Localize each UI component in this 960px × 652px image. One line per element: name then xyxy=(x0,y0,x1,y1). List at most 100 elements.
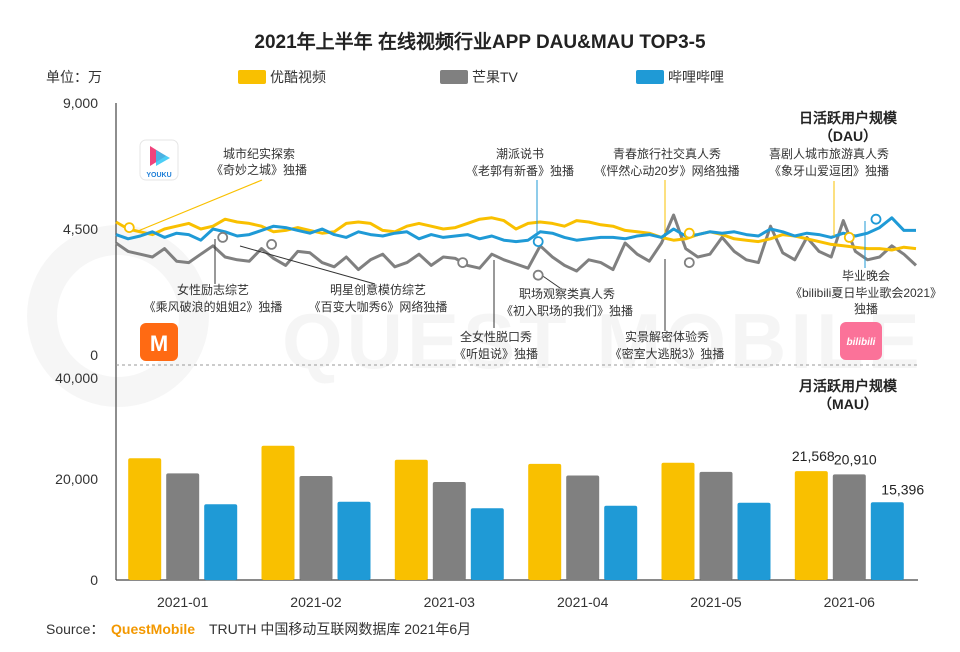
mau-y-tick-label: 20,000 xyxy=(55,471,98,487)
x-tick-label: 2021-04 xyxy=(557,594,609,610)
mgtv-logo: M xyxy=(140,323,178,361)
callout-label: 《bilibili夏日毕业歌会2021》 xyxy=(790,285,942,300)
callout-label: 喜剧人城市旅游真人秀 xyxy=(769,146,889,161)
mau-bars xyxy=(128,445,904,581)
callout-marker xyxy=(532,236,544,248)
callout-label: 独播 xyxy=(854,302,878,316)
callout-label: 职场观察类真人秀 xyxy=(519,287,615,301)
mau-bar xyxy=(432,482,466,580)
mau-value-label: 20,910 xyxy=(834,451,877,467)
dau-label: 日活跃用户规模 xyxy=(799,110,898,126)
mau-label: 月活跃用户规模 xyxy=(798,378,898,394)
legend-label-mgtv: 芒果TV xyxy=(472,69,519,85)
mau-bar xyxy=(528,463,562,580)
mau-bar xyxy=(870,502,904,580)
callout-marker xyxy=(266,238,278,250)
legend-label-bilibili: 哔哩哔哩 xyxy=(668,69,724,85)
callout-marker xyxy=(217,231,229,243)
callout-leader-lines xyxy=(137,179,866,331)
dau-callouts: 城市纪实探索 《奇妙之城》独播 女性励志综艺 《乘风破浪的姐姐2》独播 明星创意… xyxy=(123,146,942,361)
callout-label: 《奇妙之城》独播 xyxy=(211,163,307,177)
callout-label: 《老郭有新番》独播 xyxy=(466,163,574,178)
callout-marker xyxy=(532,269,544,281)
callout-label: 明星创意模仿综艺 xyxy=(330,282,426,297)
callout-label: 青春旅行社交真人秀 xyxy=(613,146,721,161)
mau-bar xyxy=(566,475,600,580)
source-suffix: TRUTH 中国移动互联网数据库 2021年6月 xyxy=(209,621,471,637)
x-tick-label: 2021-03 xyxy=(424,594,476,610)
source-brand: QuestMobile xyxy=(111,621,195,637)
callout-label: 《初入职场的我们》独播 xyxy=(501,303,633,318)
dau-lines xyxy=(115,213,918,273)
x-tick-label: 2021-01 xyxy=(157,594,209,610)
legend-swatch-bilibili xyxy=(636,70,664,84)
callout-label: 毕业晚会 xyxy=(842,269,890,283)
callout-label: 实景解密体验秀 xyxy=(625,329,709,344)
mau-y-tick-label: 40,000 xyxy=(55,370,98,386)
source-prefix: Source： xyxy=(46,621,104,637)
callout-label: 女性励志综艺 xyxy=(177,282,249,297)
youku-logo: YOUKU xyxy=(139,139,179,181)
mau-label-en: （MAU） xyxy=(818,396,878,412)
dau-series-line xyxy=(115,216,917,252)
legend-swatch-mgtv xyxy=(440,70,468,84)
source-line: Source： QuestMobile TRUTH 中国移动互联网数据库 202… xyxy=(46,621,471,637)
youku-logo-text: YOUKU xyxy=(146,172,171,179)
bilibili-logo-text: bilibili xyxy=(847,337,876,348)
callout-leader xyxy=(137,179,263,232)
callout-label: 城市纪实探索 xyxy=(223,146,295,161)
x-tick-label: 2021-06 xyxy=(824,594,876,610)
mau-bar xyxy=(166,473,200,580)
callout-marker xyxy=(123,222,135,234)
mgtv-logo-text: M xyxy=(150,331,168,356)
bilibili-logo: bilibili xyxy=(840,322,882,360)
legend: 优酷视频 芒果TV 哔哩哔哩 xyxy=(238,69,724,85)
mau-x-ticks: 2021-01 2021-02 2021-03 2021-04 2021-05 2021-… xyxy=(157,594,875,610)
mau-bar xyxy=(470,508,504,580)
unit-label: 单位：万 xyxy=(46,69,102,85)
mau-bar xyxy=(794,471,828,580)
mau-bar xyxy=(832,474,866,580)
callout-label: 《听姐说》独播 xyxy=(454,346,538,361)
dau-y-tick-label: 4,500 xyxy=(63,221,98,237)
callout-marker xyxy=(457,257,469,269)
youku-play-icon-secondary xyxy=(156,150,170,166)
callout-marker xyxy=(843,231,855,243)
mau-bar xyxy=(204,504,238,581)
x-tick-label: 2021-02 xyxy=(290,594,342,610)
callout-marker xyxy=(683,257,695,269)
callout-label: 《密室大逃脱3》独播 xyxy=(610,346,725,361)
callout-label: 《象牙山爱逗团》独播 xyxy=(769,164,889,178)
mau-bar xyxy=(604,505,638,580)
callout-label: 全女性脱口秀 xyxy=(460,329,532,344)
mau-y-tick-label: 0 xyxy=(90,572,98,588)
callout-label: 《乘风破浪的姐姐2》独播 xyxy=(144,299,283,314)
mau-value-label: 21,568 xyxy=(792,448,835,464)
mau-bar xyxy=(737,502,771,580)
callout-marker xyxy=(683,227,695,239)
legend-swatch-youku xyxy=(238,70,266,84)
callout-marker xyxy=(870,213,882,225)
mau-bar xyxy=(394,459,428,580)
mau-value-label: 15,396 xyxy=(881,481,924,497)
dau-y-tick-label: 0 xyxy=(90,347,98,363)
mau-bar xyxy=(299,476,333,580)
chart-title: 2021年上半年 在线视频行业APP DAU&MAU TOP3-5 xyxy=(254,30,706,53)
dau-label-en: （DAU） xyxy=(819,128,877,144)
mau-bar xyxy=(661,462,695,580)
dau-series-line xyxy=(115,216,916,244)
legend-label-youku: 优酷视频 xyxy=(270,69,326,85)
dau-series-line xyxy=(115,213,918,273)
mau-bar xyxy=(699,471,733,580)
mau-bar xyxy=(128,458,162,580)
callout-label: 《怦然心动20岁》网络独播 xyxy=(594,163,739,178)
x-tick-label: 2021-05 xyxy=(690,594,742,610)
dau-y-tick-label: 9,000 xyxy=(63,95,98,111)
mau-bar xyxy=(261,445,295,580)
callout-label: 潮派说书 xyxy=(496,146,544,161)
callout-label: 《百变大咖秀6》网络独播 xyxy=(309,299,448,314)
mau-bar xyxy=(337,501,371,580)
callout-leader xyxy=(239,245,376,285)
